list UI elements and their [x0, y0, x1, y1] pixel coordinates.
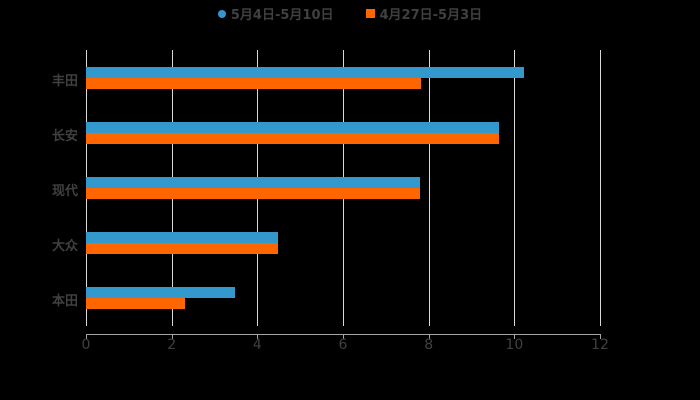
- bar[interactable]: [86, 67, 525, 78]
- x-tick: [600, 334, 601, 339]
- bar[interactable]: [86, 188, 421, 199]
- legend-label: 5月4日-5月10日: [230, 8, 334, 23]
- legend-swatch-orange-icon: [365, 9, 375, 18]
- bar[interactable]: [86, 78, 421, 89]
- plot-area: [86, 50, 601, 326]
- x-tick: [86, 334, 87, 339]
- x-tick: [171, 334, 173, 339]
- legend-item-series-1[interactable]: 5月4日-5月10日: [217, 4, 334, 23]
- bar[interactable]: [86, 243, 278, 254]
- category-label: 丰田: [51, 74, 78, 89]
- x-tick-label: 4: [252, 337, 262, 353]
- x-tick-label: 8: [424, 337, 434, 353]
- x-tick-label: 2: [167, 337, 177, 353]
- legend-label: 4月27日-5月3日: [379, 8, 483, 23]
- category-label: 本田: [51, 294, 78, 309]
- bar[interactable]: [86, 133, 499, 144]
- category-label: 大众: [51, 239, 78, 254]
- legend-item-series-2[interactable]: 4月27日-5月3日: [365, 4, 483, 23]
- gridline: [600, 50, 601, 326]
- x-tick: [343, 334, 344, 339]
- gridline: [514, 50, 516, 326]
- bar[interactable]: [86, 287, 236, 298]
- x-tick-label: 12: [591, 337, 609, 353]
- legend-swatch-blue-icon: [217, 9, 226, 18]
- bar[interactable]: [86, 232, 278, 243]
- x-tick: [428, 334, 430, 339]
- x-tick-label: 6: [338, 337, 348, 353]
- bar[interactable]: [86, 298, 185, 309]
- x-tick-label: 0: [81, 337, 91, 353]
- category-label: 现代: [51, 184, 78, 199]
- chart-legend: 5月4日-5月10日 4月27日-5月3日: [0, 4, 700, 23]
- x-tick-label: 10: [505, 337, 524, 353]
- x-tick: [514, 334, 516, 339]
- x-tick: [257, 334, 259, 339]
- bar[interactable]: [86, 122, 499, 133]
- bar[interactable]: [86, 177, 421, 188]
- category-label: 长安: [51, 129, 78, 144]
- gridline: [428, 50, 430, 326]
